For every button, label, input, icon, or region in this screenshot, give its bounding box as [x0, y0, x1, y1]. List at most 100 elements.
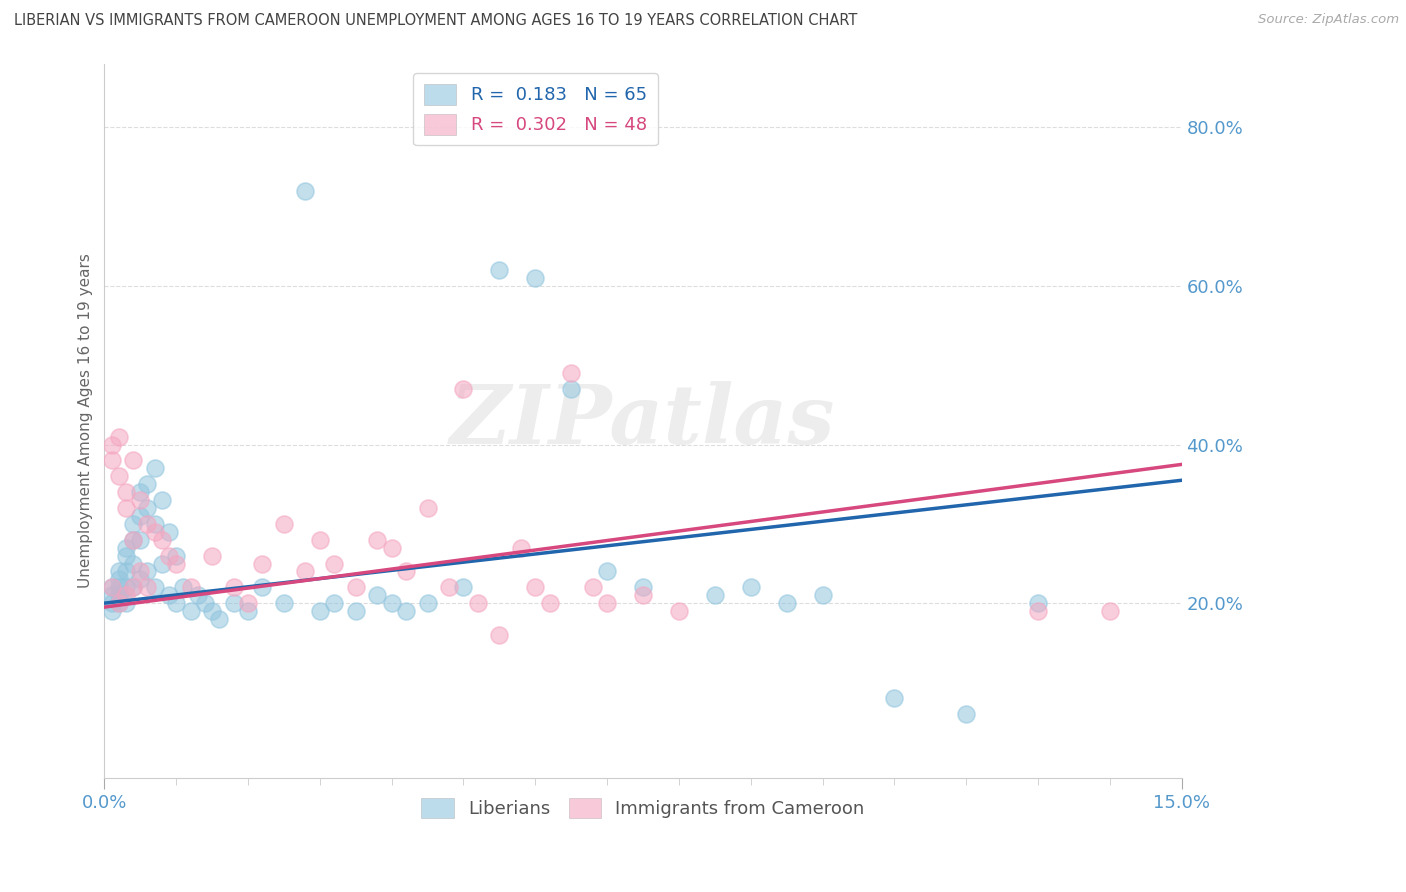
Point: [467, 596, 489, 610]
Point: [136, 565, 159, 579]
Point: [115, 565, 138, 579]
Point: [437, 580, 460, 594]
Point: [631, 588, 654, 602]
Point: [157, 549, 180, 563]
Point: [136, 580, 159, 594]
Point: [187, 588, 209, 602]
Point: [115, 541, 138, 555]
Point: [208, 612, 231, 626]
Point: [129, 565, 152, 579]
Point: [129, 493, 152, 508]
Point: [395, 565, 418, 579]
Point: [107, 430, 129, 444]
Point: [100, 453, 122, 467]
Point: [129, 533, 152, 547]
Point: [488, 263, 510, 277]
Point: [538, 596, 561, 610]
Point: [308, 533, 330, 547]
Y-axis label: Unemployment Among Ages 16 to 19 years: Unemployment Among Ages 16 to 19 years: [79, 253, 93, 588]
Point: [955, 707, 977, 722]
Point: [1026, 596, 1049, 610]
Point: [122, 453, 145, 467]
Point: [416, 501, 439, 516]
Legend: Liberians, Immigrants from Cameroon: Liberians, Immigrants from Cameroon: [413, 790, 872, 826]
Point: [560, 382, 582, 396]
Point: [122, 580, 145, 594]
Point: [273, 516, 295, 531]
Point: [811, 588, 834, 602]
Point: [122, 533, 145, 547]
Point: [107, 565, 129, 579]
Point: [883, 691, 905, 706]
Point: [775, 596, 797, 610]
Point: [381, 596, 404, 610]
Point: [107, 573, 129, 587]
Point: [122, 516, 145, 531]
Point: [416, 596, 439, 610]
Point: [100, 596, 122, 610]
Point: [115, 501, 138, 516]
Point: [236, 604, 259, 618]
Point: [596, 596, 619, 610]
Text: Source: ZipAtlas.com: Source: ZipAtlas.com: [1258, 13, 1399, 27]
Point: [122, 557, 145, 571]
Point: [1026, 604, 1049, 618]
Point: [453, 580, 475, 594]
Point: [157, 588, 180, 602]
Point: [100, 437, 122, 451]
Point: [180, 604, 202, 618]
Point: [273, 596, 295, 610]
Point: [366, 588, 388, 602]
Point: [136, 501, 159, 516]
Point: [453, 382, 475, 396]
Point: [596, 565, 619, 579]
Point: [381, 541, 404, 555]
Point: [252, 557, 274, 571]
Point: [488, 628, 510, 642]
Point: [143, 580, 166, 594]
Point: [668, 604, 690, 618]
Point: [201, 604, 224, 618]
Text: ZIPatlas: ZIPatlas: [450, 381, 835, 461]
Point: [157, 524, 180, 539]
Point: [107, 596, 129, 610]
Point: [740, 580, 762, 594]
Point: [115, 588, 138, 602]
Point: [308, 604, 330, 618]
Point: [222, 580, 245, 594]
Point: [115, 485, 138, 500]
Text: LIBERIAN VS IMMIGRANTS FROM CAMEROON UNEMPLOYMENT AMONG AGES 16 TO 19 YEARS CORR: LIBERIAN VS IMMIGRANTS FROM CAMEROON UNE…: [14, 13, 858, 29]
Point: [172, 580, 194, 594]
Point: [115, 596, 138, 610]
Point: [143, 524, 166, 539]
Point: [344, 580, 367, 594]
Point: [107, 588, 129, 602]
Point: [509, 541, 531, 555]
Point: [129, 508, 152, 523]
Point: [136, 516, 159, 531]
Point: [122, 533, 145, 547]
Point: [294, 565, 316, 579]
Point: [582, 580, 605, 594]
Point: [395, 604, 418, 618]
Point: [150, 533, 173, 547]
Point: [194, 596, 217, 610]
Point: [703, 588, 725, 602]
Point: [560, 366, 582, 380]
Point: [100, 580, 122, 594]
Point: [366, 533, 388, 547]
Point: [150, 493, 173, 508]
Point: [524, 271, 547, 285]
Point: [323, 596, 346, 610]
Point: [323, 557, 346, 571]
Point: [100, 588, 122, 602]
Point: [1098, 604, 1121, 618]
Point: [115, 580, 138, 594]
Point: [236, 596, 259, 610]
Point: [136, 477, 159, 491]
Point: [143, 516, 166, 531]
Point: [631, 580, 654, 594]
Point: [524, 580, 547, 594]
Point: [165, 596, 187, 610]
Point: [180, 580, 202, 594]
